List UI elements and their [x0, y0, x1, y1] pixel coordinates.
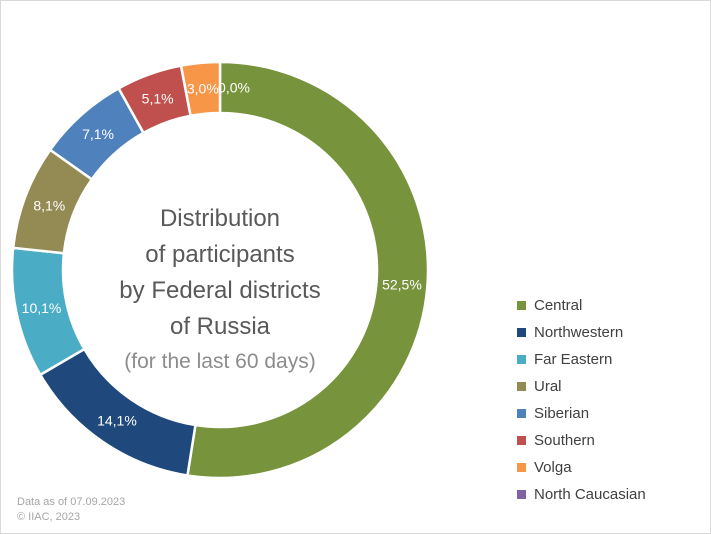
data-label-siberian: 7,1%: [82, 126, 114, 142]
legend-swatch: [517, 490, 526, 499]
legend-label: Ural: [534, 378, 562, 395]
footnote: Data as of 07.09.2023 © IIAC, 2023: [17, 495, 125, 525]
legend-swatch: [517, 328, 526, 337]
legend-item-northwestern: Northwestern: [517, 319, 646, 346]
legend-label: Southern: [534, 432, 595, 449]
chart-title-line: by Federal districts: [119, 277, 321, 304]
data-label-ural: 8,1%: [33, 197, 65, 213]
chart-subtitle: (for the last 60 days): [124, 350, 316, 373]
legend-swatch: [517, 382, 526, 391]
data-label-far-eastern: 10,1%: [22, 300, 62, 316]
legend-item-southern: Southern: [517, 427, 646, 454]
legend-label: Central: [534, 297, 583, 314]
legend-swatch: [517, 463, 526, 472]
legend-label: North Caucasian: [534, 486, 646, 503]
legend-item-north-caucasian: North Caucasian: [517, 481, 646, 508]
data-label-central: 52,5%: [382, 276, 422, 292]
chart-title: Distribution of participants by Federal …: [85, 201, 355, 345]
legend-label: Far Eastern: [534, 351, 613, 368]
chart-title-line: of participants: [145, 241, 295, 268]
data-label-southern: 5,1%: [142, 90, 174, 106]
chart-title-line: Distribution: [159, 205, 281, 232]
chart-title-line: of Russia: [169, 313, 271, 340]
data-label-volga: 3,0%: [187, 80, 219, 96]
legend-swatch: [517, 355, 526, 364]
legend-item-volga: Volga: [517, 454, 646, 481]
chart-legend: Central Northwestern Far Eastern Ural Siberi…: [517, 292, 646, 508]
data-label-north-caucasian: 0,0%: [218, 80, 250, 96]
donut-slice-volga: [179, 60, 222, 118]
legend-item-siberian: Siberian: [517, 400, 646, 427]
legend-label: Northwestern: [534, 324, 624, 341]
legend-item-ural: Ural: [517, 373, 646, 400]
footnote-date: Data as of 07.09.2023: [17, 496, 126, 508]
donut-slice-central: [186, 60, 430, 480]
legend-label: Siberian: [534, 405, 590, 422]
legend-label: Volga: [534, 459, 572, 476]
legend-item-far-eastern: Far Eastern: [517, 346, 646, 373]
legend-item-central: Central: [517, 292, 646, 319]
data-label-northwestern: 14,1%: [97, 413, 137, 429]
legend-swatch: [517, 301, 526, 310]
footnote-copyright: © IIAC, 2023: [17, 511, 81, 523]
legend-swatch: [517, 409, 526, 418]
legend-swatch: [517, 436, 526, 445]
